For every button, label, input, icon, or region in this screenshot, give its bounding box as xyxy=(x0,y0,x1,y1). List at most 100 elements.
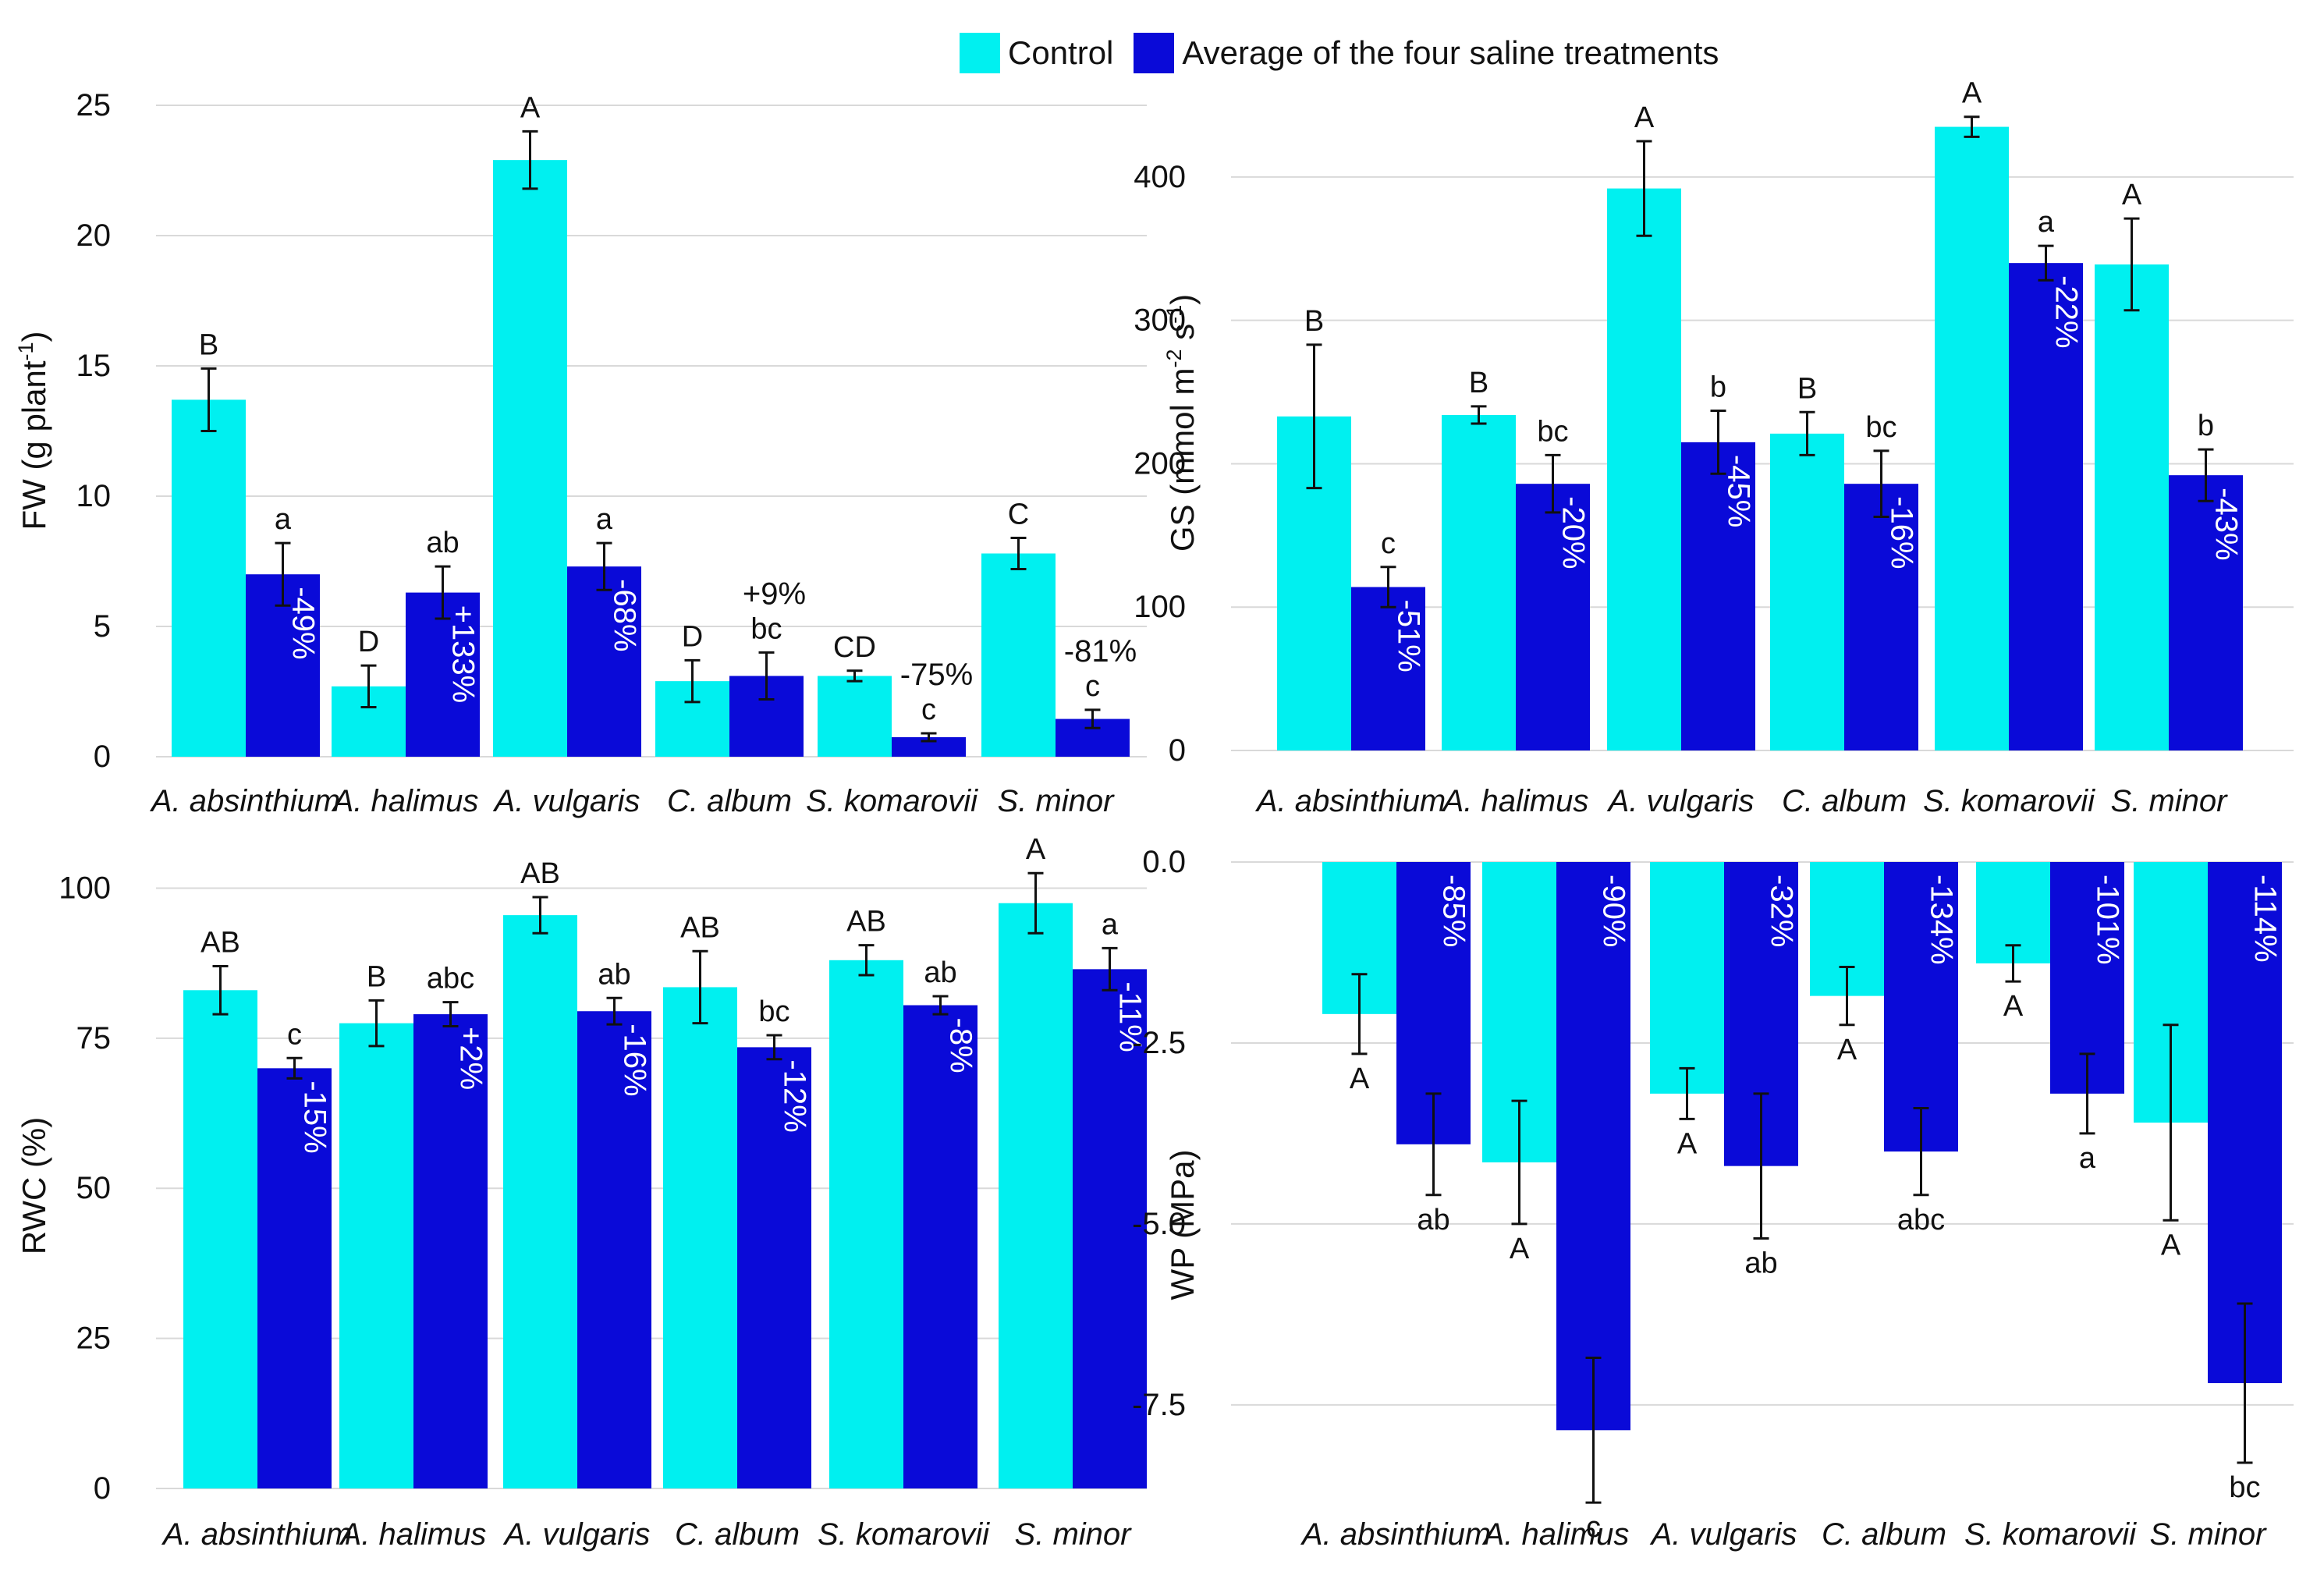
significance-letter: ab xyxy=(598,958,630,991)
percent-change-label: -43% xyxy=(2209,488,2244,560)
bar-control xyxy=(339,1023,413,1488)
significance-letter: bc xyxy=(1537,415,1568,448)
category-label: A. halimus xyxy=(339,1517,487,1552)
percent-change-label: +133% xyxy=(446,605,481,704)
percent-change-label: -134% xyxy=(1925,875,1959,965)
significance-letter: A xyxy=(2003,990,2024,1023)
significance-letter: ab xyxy=(924,956,956,989)
significance-letter: B xyxy=(367,960,386,993)
significance-letter: CD xyxy=(833,631,876,664)
chart-fw: 0 5 10 15 20 25 FW (g plant-1) A. absinthium Ba -… xyxy=(14,88,1147,818)
category-label: S. minor xyxy=(2111,784,2229,818)
bar-saline xyxy=(2169,475,2243,750)
percent-change-label: -16% xyxy=(1885,496,1919,569)
category-label: A. halimus xyxy=(1482,1517,1630,1552)
bar-saline xyxy=(413,1014,488,1488)
y-axis-label: RWC (%) xyxy=(16,1117,52,1255)
category-label: A. vulgaris xyxy=(503,1517,651,1552)
percent-change-label: -11% xyxy=(1113,981,1148,1052)
category-label: S. komarovii xyxy=(806,784,978,818)
bar-control xyxy=(493,160,567,757)
bar-saline xyxy=(1073,969,1147,1488)
significance-letter: A xyxy=(1026,833,1046,866)
significance-letter: B xyxy=(1797,372,1817,405)
significance-letter: c xyxy=(1085,670,1100,703)
significance-letter: a xyxy=(2079,1142,2096,1175)
bar-saline xyxy=(903,1005,977,1488)
y-tick-label: 100 xyxy=(1134,590,1186,624)
significance-letter: abc xyxy=(1897,1204,1945,1236)
y-tick-label: 0 xyxy=(94,1471,111,1506)
significance-letter: AB xyxy=(846,906,886,938)
legend-label-saline: Average of the four saline treatments xyxy=(1182,34,1719,71)
bar-saline xyxy=(1844,484,1918,750)
category-label: A. vulgaris xyxy=(1607,784,1755,818)
significance-letter: ab xyxy=(1744,1247,1777,1279)
bar-control xyxy=(183,990,257,1488)
y-tick-label: -2.5 xyxy=(1132,1026,1186,1060)
significance-letter: A xyxy=(1837,1034,1857,1066)
bar-saline xyxy=(1884,862,1958,1152)
percent-change-label: -68% xyxy=(608,579,642,651)
significance-letter: D xyxy=(358,626,379,658)
category-label: C. album xyxy=(675,1517,800,1552)
y-tick-label: 10 xyxy=(76,479,112,513)
bar-control xyxy=(818,676,892,757)
percent-change-label: -20% xyxy=(1556,496,1591,569)
category-label: A. absinthium xyxy=(150,784,340,818)
bar-control xyxy=(663,987,737,1488)
significance-letter: a xyxy=(2038,206,2055,239)
legend-swatch-saline xyxy=(1134,33,1175,73)
bar-control xyxy=(1442,414,1516,750)
bar-saline xyxy=(1681,442,1755,750)
y-tick-label: 5 xyxy=(94,609,111,644)
significance-letter: A xyxy=(1962,77,1982,110)
category-label: S. minor xyxy=(1015,1517,1133,1552)
percent-change-label: -85% xyxy=(1437,875,1471,947)
significance-letter: bc xyxy=(750,612,782,645)
significance-letter: A xyxy=(1510,1233,1530,1265)
bar-saline xyxy=(737,1047,811,1488)
y-tick-label: 75 xyxy=(76,1021,112,1055)
percent-change-label: -51% xyxy=(1392,599,1426,672)
significance-letter: c xyxy=(921,694,936,726)
legend: Control Average of the four saline treat… xyxy=(960,30,1739,76)
percent-change-label: -8% xyxy=(944,1018,978,1073)
y-tick-label: 0.0 xyxy=(1142,845,1186,879)
significance-letter: A xyxy=(2161,1229,2181,1261)
chart-gs: 0 100 200 300 400 GS (mmol m-2 s-1) A. absinth… xyxy=(1134,77,2294,818)
bar-saline xyxy=(567,566,641,757)
bar-saline xyxy=(577,1011,651,1488)
chart-wp: 0.0 -2.5 -5.0 -7.5 WP (MPa) A. absinthium Aab -… xyxy=(1132,845,2294,1552)
percent-change-label: -16% xyxy=(618,1024,652,1096)
category-label: C. album xyxy=(1822,1517,1946,1552)
y-tick-label: 300 xyxy=(1134,303,1186,338)
significance-letter: A xyxy=(1677,1127,1698,1160)
significance-letter: B xyxy=(1469,367,1488,399)
bar-saline xyxy=(1516,484,1590,750)
y-axis-label: GS (mmol m-2 s-1) xyxy=(1162,294,1201,552)
legend-item-control[interactable]: Control xyxy=(960,33,1113,73)
significance-letter: bc xyxy=(1865,411,1896,444)
percent-change-label: -90% xyxy=(1597,875,1631,947)
significance-letter: AB xyxy=(680,911,720,944)
percent-change-label: -101% xyxy=(2091,875,2125,965)
percent-change-label: -15% xyxy=(298,1080,332,1153)
category-label: A. halimus xyxy=(1442,784,1589,818)
significance-letter: A xyxy=(2122,179,2142,211)
legend-item-saline[interactable]: Average of the four saline treatments xyxy=(1134,33,1719,73)
category-label: S. minor xyxy=(2150,1517,2268,1552)
significance-letter: A xyxy=(1350,1063,1370,1095)
category-label: S. minor xyxy=(998,784,1116,818)
y-tick-label: -7.5 xyxy=(1132,1388,1186,1422)
y-tick-label: 200 xyxy=(1134,446,1186,481)
significance-letter: D xyxy=(682,620,703,653)
significance-letter: C xyxy=(1008,498,1029,530)
percent-change-label: -81% xyxy=(1064,634,1137,669)
y-tick-label: 25 xyxy=(76,88,112,122)
category-label: C. album xyxy=(1782,784,1907,818)
category-label: A. halimus xyxy=(332,784,479,818)
y-tick-label: 100 xyxy=(59,871,111,905)
